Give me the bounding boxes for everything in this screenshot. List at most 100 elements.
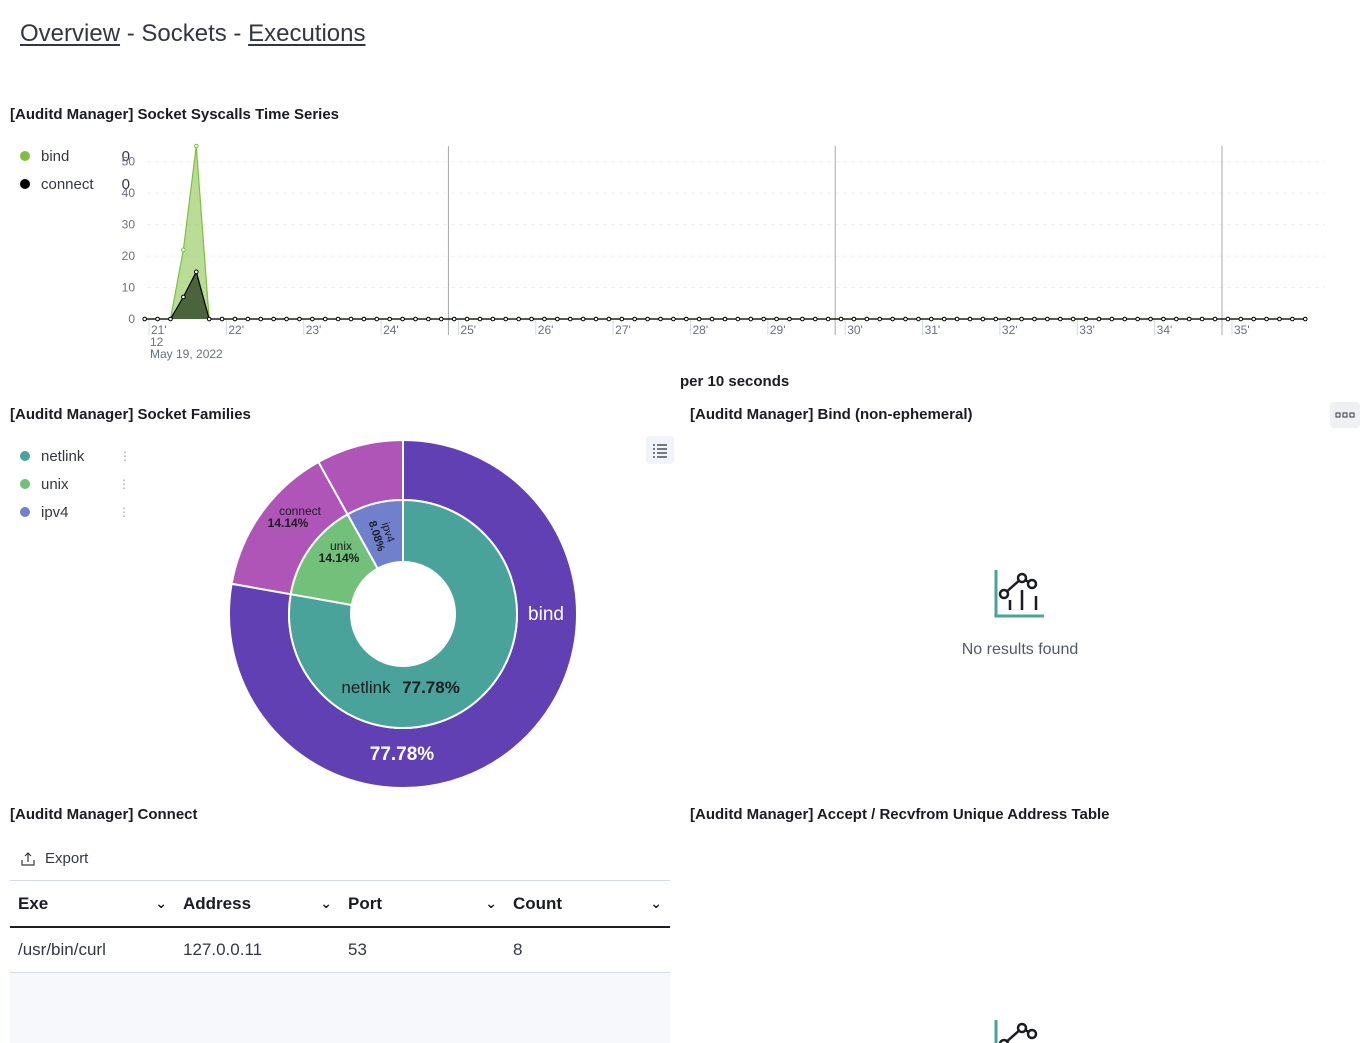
column-header-address[interactable]: Address ⌄: [175, 881, 340, 926]
data-point-connect: [1122, 316, 1128, 322]
pie-label-connect-pct: 14.14%: [268, 516, 309, 530]
data-point-connect: [400, 316, 405, 322]
bind-title: [Auditd Manager] Bind (non-ephemeral): [690, 406, 973, 423]
timeseries-legend: bind 0 connect 0: [20, 146, 130, 194]
data-point-connect: [606, 316, 612, 322]
data-point-connect: [181, 294, 186, 300]
data-point-connect: [310, 316, 315, 322]
data-point-connect: [593, 316, 599, 322]
data-point-connect: [722, 316, 728, 322]
y-tick-label: 10: [122, 281, 136, 295]
data-point-connect: [1057, 316, 1063, 322]
date-label: 12 May 19, 2022: [150, 336, 223, 360]
pie-label-connect: connect: [279, 504, 322, 518]
cell-exe[interactable]: /usr/bin/curl: [18, 940, 106, 959]
legend-label: ipv4: [41, 503, 69, 521]
inner-slice-netlink: [288, 498, 518, 729]
timeseries-chart[interactable]: 0 10 20 30 40 50 21' 22' 23' 24' 25' 26' 27' 28' 29' 30…: [0, 140, 1340, 380]
pie-label-bind: bind: [528, 604, 564, 625]
cell-address[interactable]: 127.0.0.11: [183, 940, 263, 959]
data-point-connect: [658, 316, 663, 322]
data-point-connect: [1019, 316, 1024, 322]
x-axis-title: per 10 seconds: [680, 373, 790, 390]
data-point-connect: [903, 316, 908, 322]
series-line-bind: [144, 145, 1306, 320]
export-icon: [21, 851, 35, 866]
data-point-connect: [1109, 316, 1115, 322]
data-point-connect: [1302, 316, 1308, 322]
column-label: Count: [513, 893, 563, 913]
legend-label: unix: [41, 475, 69, 493]
data-point-connect: [348, 316, 354, 322]
data-point-connect: [1290, 316, 1295, 322]
data-point-connect: [168, 316, 173, 322]
legend-value: 0: [121, 147, 130, 165]
data-point-connect: [580, 316, 586, 322]
empty-chart-icon: [994, 570, 1044, 618]
timeseries-title: [Auditd Manager] Socket Syscalls Time Se…: [10, 106, 340, 123]
legend-item-bind[interactable]: bind 0: [20, 146, 130, 166]
export-button[interactable]: Export: [20, 850, 88, 867]
panel-options-button[interactable]: [1330, 402, 1360, 428]
drag-handle-icon[interactable]: ⋮: [119, 449, 131, 463]
column-header-port[interactable]: Port ⌄: [340, 881, 505, 926]
data-point-connect: [954, 316, 960, 322]
column-header-count[interactable]: Count ⌄: [505, 881, 670, 926]
sockets-current: Sockets: [141, 20, 227, 47]
data-point-connect: [671, 316, 676, 322]
table-header: Exe ⌄ Address ⌄ Port ⌄ Count ⌄: [10, 880, 670, 928]
x-tick-label: 28': [693, 323, 709, 337]
x-tick-label: 35': [1234, 323, 1250, 337]
cell-count[interactable]: 8: [513, 940, 523, 959]
series-area-connect: [144, 271, 1306, 319]
breadcrumb-separator: -: [233, 20, 242, 47]
legend-label: connect: [41, 175, 94, 193]
drag-handle-icon[interactable]: ⋮: [118, 505, 130, 519]
legend-item-connect[interactable]: connect 0: [20, 174, 130, 194]
data-point-connect: [1135, 316, 1140, 322]
families-legend: netlink ⋮ unix ⋮ ipv4 ⋮: [20, 446, 131, 522]
data-point-connect: [851, 316, 857, 322]
data-point-connect: [142, 316, 147, 322]
table-empty-area: [10, 973, 670, 1043]
data-point-connect: [542, 316, 547, 322]
data-point-connect: [1045, 316, 1050, 322]
data-point-connect: [1174, 316, 1179, 322]
data-point-connect: [451, 316, 457, 322]
unix-dot-icon: [20, 479, 30, 489]
data-point-connect: [297, 316, 302, 322]
data-point-connect: [567, 316, 573, 322]
legend-item-unix[interactable]: unix ⋮: [20, 474, 130, 494]
data-point-connect: [696, 316, 702, 322]
more-icon: [1335, 412, 1355, 418]
executions-link[interactable]: Executions: [248, 20, 366, 47]
x-tick-label: 22': [228, 323, 244, 337]
legend-item-ipv4[interactable]: ipv4 ⋮: [20, 502, 130, 522]
data-point-connect: [993, 316, 999, 322]
connect-table: Exe ⌄ Address ⌄ Port ⌄ Count ⌄ /usr/bin/curl…: [10, 880, 670, 1043]
data-point-connect: [413, 316, 418, 322]
legend-toggle-button[interactable]: [646, 436, 674, 464]
pie-label-netlink-pct: 77.78%: [402, 678, 460, 697]
data-point-connect: [232, 316, 238, 322]
pie-label-netlink: netlink: [341, 678, 391, 697]
x-tick-label: 24': [383, 323, 399, 337]
data-point-connect: [1083, 316, 1089, 322]
data-point-connect: [1186, 316, 1192, 322]
empty-chart-icon: [994, 1020, 1038, 1043]
overview-link[interactable]: Overview: [20, 20, 121, 47]
legend-item-netlink[interactable]: netlink ⋮: [20, 446, 131, 466]
data-point-connect: [206, 316, 212, 322]
cell-port[interactable]: 53: [348, 940, 367, 959]
data-point-connect: [864, 316, 870, 322]
data-point-connect: [800, 316, 805, 322]
socket-families-pie[interactable]: bind 77.78% netlink 77.78% unix 14.14% c…: [228, 439, 580, 791]
drag-handle-icon[interactable]: ⋮: [118, 477, 130, 491]
data-point-connect: [748, 316, 754, 322]
data-point-connect: [1096, 316, 1102, 322]
column-label: Port: [348, 893, 382, 913]
column-header-exe[interactable]: Exe ⌄: [10, 881, 175, 926]
data-point-connect: [1212, 316, 1218, 322]
data-point-connect: [245, 316, 251, 322]
series-line-connect: [144, 270, 1306, 320]
